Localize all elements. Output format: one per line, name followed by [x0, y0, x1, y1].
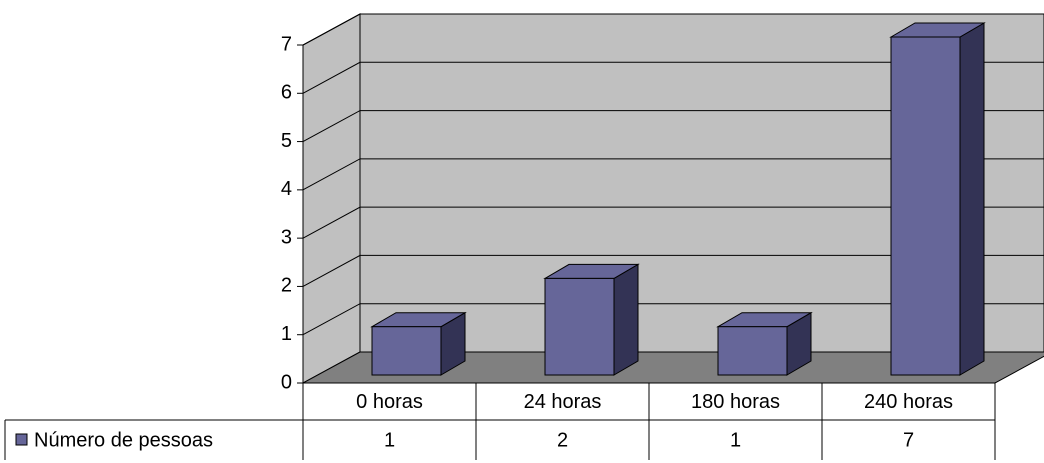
y-tick-label: 6: [281, 82, 292, 104]
y-tick-label: 4: [281, 178, 292, 200]
y-tick-label: 3: [281, 226, 292, 248]
y-tick-label: 5: [281, 130, 292, 152]
x-tick-label: 0 horas: [356, 391, 423, 413]
x-tick-label: 180 horas: [691, 391, 780, 413]
bar-side: [959, 22, 985, 376]
table-value: 2: [557, 429, 568, 451]
grid-line: [302, 110, 1044, 143]
y-tick-label: 2: [281, 275, 292, 297]
grid-line: [302, 206, 1044, 239]
y-tick-label: 1: [281, 323, 292, 345]
table-value: 1: [384, 429, 395, 451]
bar: [371, 326, 442, 376]
grid-line: [302, 254, 1044, 287]
y-tick-label: 7: [281, 33, 292, 55]
x-tick-label: 24 horas: [524, 391, 602, 413]
legend-swatch: [15, 433, 28, 446]
bar: [544, 277, 615, 376]
bar: [890, 36, 961, 376]
table-value: 7: [903, 429, 914, 451]
bar-side: [613, 263, 639, 376]
y-tick-label: 0: [281, 371, 292, 393]
left-wall: [302, 13, 361, 384]
bar: [717, 326, 788, 376]
grid-line: [302, 13, 1044, 46]
table-value: 1: [730, 429, 741, 451]
legend-label: Número de pessoas: [34, 429, 213, 451]
grid-line: [302, 61, 1044, 94]
x-tick-label: 240 horas: [864, 391, 953, 413]
grid-line: [302, 158, 1044, 191]
grid-line: [302, 303, 1044, 336]
